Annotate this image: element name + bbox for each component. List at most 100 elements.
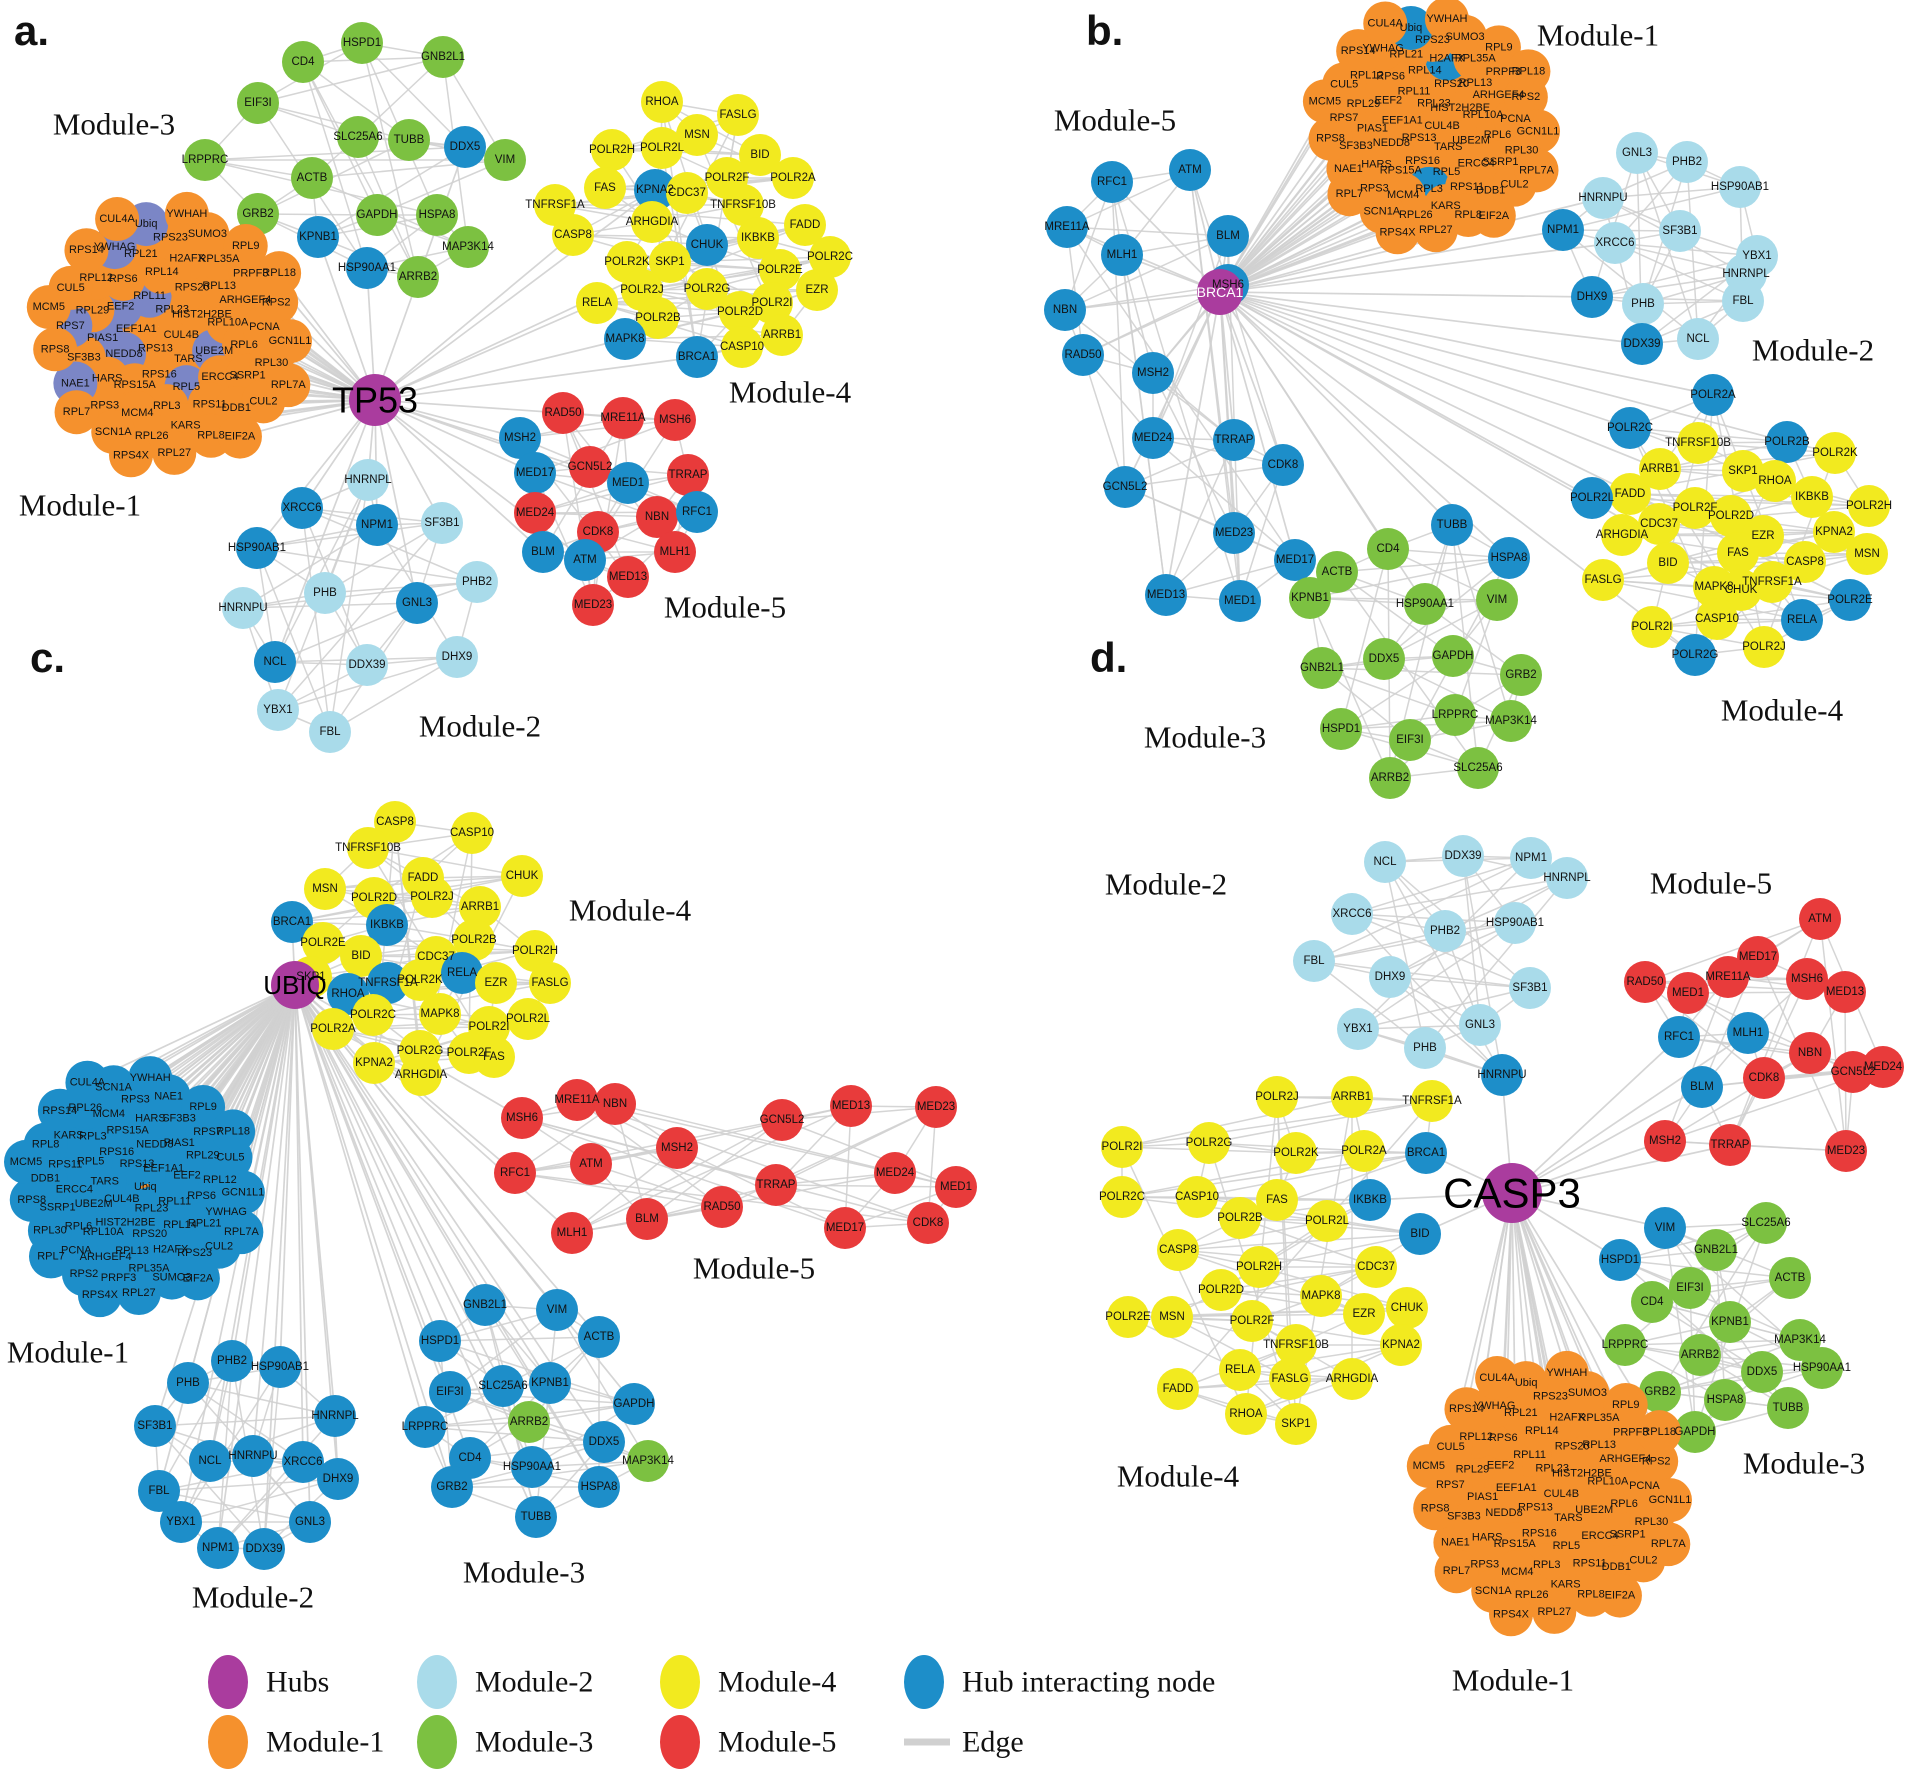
node-rpl27 [116, 1270, 161, 1315]
node-rps14 [64, 228, 109, 273]
edge [374, 399, 544, 553]
node-label: KPNA2 [1815, 526, 1853, 538]
module-label: Module-3 [463, 1555, 585, 1590]
node-label: SKP1 [655, 256, 684, 268]
node-arhgdia [631, 201, 673, 243]
node-label: ARRB1 [461, 901, 499, 913]
edge [1424, 877, 1568, 1049]
node-label: RFC1 [1097, 176, 1127, 188]
node-label: BLM [1690, 1081, 1714, 1093]
node-rfc1 [1091, 161, 1133, 203]
node-label: SCN1A [95, 1081, 132, 1093]
node-label: POLR2C [1607, 422, 1653, 434]
node-label: POLR2E [1827, 594, 1873, 606]
node-label: MCM5 [10, 1156, 42, 1168]
edge [374, 399, 564, 414]
node-polr2i [751, 282, 793, 324]
hub-label-ubiq: UBIQ [263, 970, 327, 1000]
edge [367, 847, 523, 877]
node-label: RPL35A [129, 1262, 171, 1274]
module-label: Module-5 [1054, 103, 1176, 138]
node-label: PIAS1 [1467, 1491, 1498, 1503]
node-fas [584, 167, 626, 209]
node-label: RPS23 [1415, 34, 1450, 46]
node-label: HARS [1472, 1532, 1503, 1544]
edge [1219, 291, 1453, 526]
node-label: FADD [1615, 488, 1646, 500]
node-polr2e [1829, 579, 1871, 621]
node-label: EEF2 [107, 300, 135, 312]
edge [1336, 571, 1454, 657]
node-label: KARS [171, 420, 201, 432]
edge [1451, 524, 1512, 722]
edge [1644, 981, 1765, 1079]
node-med1 [1667, 972, 1709, 1014]
node-med17 [1274, 539, 1316, 581]
node-label: BID [1410, 1228, 1429, 1240]
node-ezr [1343, 1293, 1385, 1335]
node-label: RPS20 [1434, 78, 1469, 90]
node-gapdh [613, 1383, 655, 1425]
node-label: RPL7A [271, 379, 307, 391]
node-sf3b1 [421, 502, 463, 544]
node-label: MED23 [574, 599, 612, 611]
node-label: TNFRSF10B [1263, 1339, 1329, 1351]
edge [1351, 877, 1568, 915]
node-fbl [138, 1470, 180, 1512]
node-label: NPM1 [1515, 852, 1547, 864]
edge [1219, 291, 1803, 621]
node-rpl7 [1327, 172, 1372, 217]
node-label: DHX9 [1577, 291, 1608, 303]
node-label: CUL5 [57, 282, 85, 294]
node-label: CDC37 [417, 951, 455, 963]
node-hnrnpu [1481, 1054, 1523, 1096]
node-label: HSP90AB1 [1486, 917, 1544, 929]
node-npm1 [356, 504, 398, 546]
node-polr2a [1692, 374, 1734, 416]
node-npm1 [1510, 837, 1552, 879]
node-label: RPS6 [1489, 1432, 1518, 1444]
node-label: RPL18 [1512, 65, 1546, 77]
edge [1219, 291, 1643, 345]
node-msh2 [1644, 1120, 1686, 1162]
node-ikbkb [737, 217, 779, 259]
edge [1697, 442, 1836, 454]
node-polr2l [507, 998, 549, 1040]
edge [361, 42, 466, 148]
node-label: MAPK8 [1695, 581, 1734, 593]
edge [1383, 658, 1512, 722]
node-faslg [1582, 559, 1624, 601]
node-mlh1 [654, 531, 696, 573]
node-label: MED17 [516, 467, 554, 479]
node-label: SUMO3 [188, 228, 227, 240]
node-rfc1 [676, 491, 718, 533]
edge [1208, 1100, 1433, 1144]
node-tubb [1767, 1387, 1809, 1429]
node-med13 [830, 1085, 872, 1127]
node-label: CDC37 [1640, 518, 1678, 530]
node-label: EIF2A [183, 1272, 214, 1284]
legend-swatch-module3 [417, 1715, 457, 1769]
node-gcn5l2 [761, 1099, 803, 1141]
node-label: CDK8 [1749, 1072, 1780, 1084]
edge [1258, 1233, 1421, 1268]
node-label: MSH2 [504, 432, 536, 444]
node-label: ARHGDIA [626, 216, 679, 228]
node-label: IKBKB [1353, 1194, 1387, 1206]
node-label: RPL11 [1398, 85, 1431, 97]
node-hnrnpu [232, 1435, 274, 1477]
node-label: NAE1 [1334, 163, 1363, 175]
node-label: RHOA [331, 988, 365, 1000]
node-med24 [874, 1152, 916, 1194]
node-label: RPL27 [122, 1287, 156, 1299]
node-label: RPL9 [1612, 1399, 1640, 1411]
node-label: RPL9 [189, 1101, 217, 1113]
node-label: RPS6 [187, 1190, 216, 1202]
edge [217, 984, 296, 1549]
edge [294, 984, 426, 1428]
node-kpnb1 [297, 216, 339, 258]
node-rpl9 [1476, 25, 1521, 70]
edge [374, 189, 656, 401]
node-sf3b1 [1509, 967, 1551, 1009]
edge [1066, 226, 1229, 237]
